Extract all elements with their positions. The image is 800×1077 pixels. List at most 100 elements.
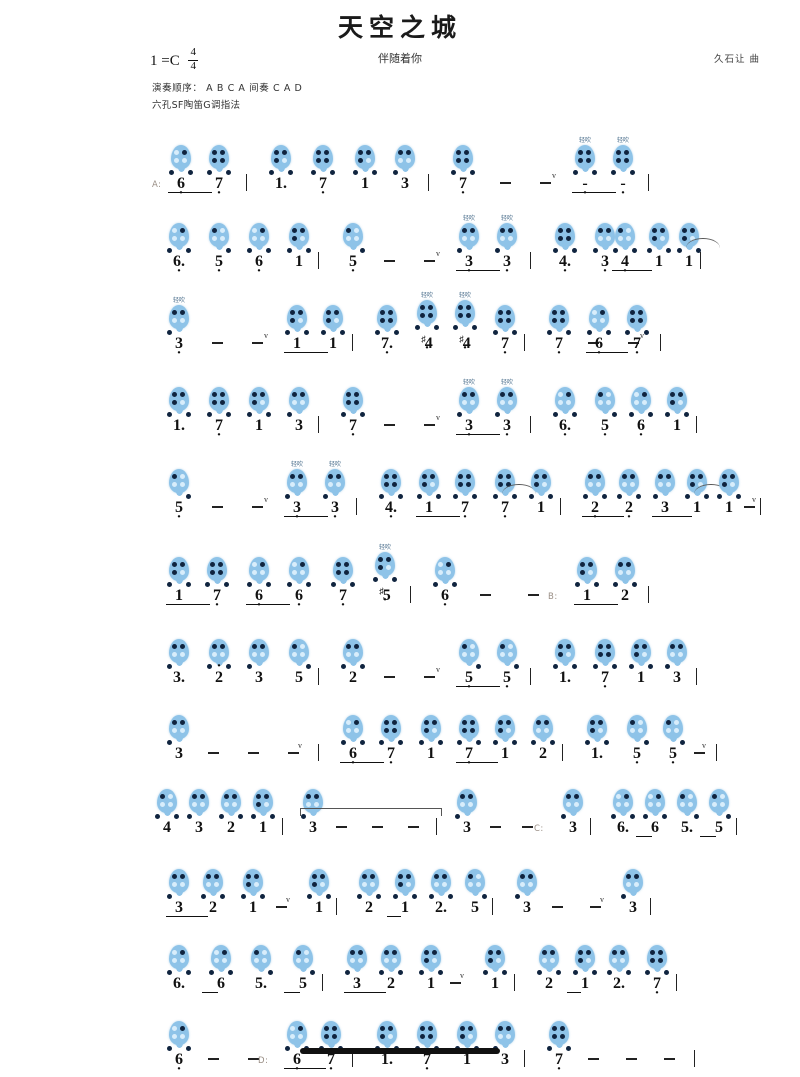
note-cell[interactable]: 6. (166, 918, 192, 992)
note-cell[interactable]: 3 (492, 994, 518, 1068)
note-cell[interactable]: 7 (546, 994, 572, 1068)
note-cell[interactable]: 5 (624, 688, 650, 762)
note-cell[interactable]: 7 (546, 278, 572, 352)
note-cell[interactable]: 5 (206, 196, 232, 270)
note-cell[interactable]: 4 (154, 762, 180, 836)
note-cell[interactable]: 1 (482, 918, 508, 992)
note-cell[interactable]: 7 (310, 118, 336, 192)
note-cell[interactable]: 1 (240, 842, 266, 916)
note-cell[interactable]: 轻吹 ♯4 (452, 278, 478, 352)
note-cell[interactable]: 1 (286, 196, 312, 270)
note-cell[interactable]: 1 (646, 196, 672, 270)
note-cell[interactable]: 3 (454, 762, 480, 836)
note-cell[interactable]: 3 (620, 842, 646, 916)
note-cell[interactable]: 2 (616, 442, 642, 516)
note-cell[interactable]: 2 (218, 762, 244, 836)
note-cell[interactable]: 6 (166, 994, 192, 1068)
note-cell[interactable]: 5 (700, 762, 732, 837)
note-cell[interactable]: 1 (166, 530, 210, 605)
note-cell[interactable]: 1 (284, 278, 328, 353)
note-cell[interactable]: 2 (340, 612, 366, 686)
note-cell[interactable]: 2 (378, 918, 404, 992)
note-cell[interactable]: 6 (286, 530, 312, 604)
note-cell[interactable]: 轻吹 3 (456, 360, 500, 435)
note-cell[interactable]: 1 (306, 842, 332, 916)
note-cell[interactable]: 7 (204, 530, 230, 604)
note-cell[interactable]: 轻吹 ♯5 (372, 530, 398, 604)
note-cell[interactable]: 1. (584, 688, 610, 762)
note-cell[interactable]: 5 (456, 612, 500, 687)
note-cell[interactable]: 3 (186, 762, 212, 836)
note-cell[interactable]: 7 (452, 442, 478, 516)
note-cell[interactable]: 2 (530, 688, 556, 762)
note-cell[interactable]: 3 (664, 612, 690, 686)
note-cell[interactable]: 1 (454, 994, 480, 1068)
note-cell[interactable]: 6 (246, 196, 272, 270)
note-cell[interactable]: 2 (356, 842, 382, 916)
note-cell[interactable]: 轻吹 ♯4 (414, 278, 440, 352)
note-cell[interactable]: 轻吹 - (610, 118, 636, 192)
note-cell[interactable]: 4 (612, 196, 652, 271)
note-cell[interactable]: 3 (592, 196, 618, 270)
note-cell[interactable]: 6. (166, 196, 192, 270)
note-cell[interactable]: 1 (574, 530, 618, 605)
note-cell[interactable]: 2 (612, 530, 638, 604)
note-cell[interactable]: 5 (286, 612, 312, 686)
note-cell[interactable]: 6 (284, 994, 326, 1069)
note-cell[interactable]: 3. (166, 612, 192, 686)
note-cell[interactable]: 3 (560, 762, 586, 836)
note-cell[interactable]: 7 (330, 530, 356, 604)
note-cell[interactable]: 1. (552, 612, 578, 686)
note-cell[interactable]: 6. (552, 360, 578, 434)
note-cell[interactable]: 2 (582, 442, 624, 517)
note-cell[interactable]: 1 (416, 442, 460, 517)
note-cell[interactable]: 3 (166, 842, 208, 917)
note-cell[interactable]: 3 (392, 118, 418, 192)
note-cell[interactable]: 7 (414, 994, 440, 1068)
note-cell[interactable]: 1. (268, 118, 294, 192)
note-cell[interactable]: 1. (374, 994, 400, 1068)
note-cell[interactable]: 7 (624, 278, 650, 352)
note-cell[interactable]: 2. (606, 918, 632, 992)
note-cell[interactable]: 7 (378, 688, 404, 762)
note-cell[interactable]: 7 (456, 688, 498, 763)
note-cell[interactable]: 7 (206, 118, 232, 192)
note-cell[interactable]: 6 (340, 688, 384, 763)
note-cell[interactable]: 1 (418, 918, 444, 992)
note-cell[interactable]: 5 (660, 688, 686, 762)
note-cell[interactable]: 7 (492, 442, 536, 516)
note-cell[interactable]: 7 (206, 360, 232, 434)
note-cell[interactable]: 1 (387, 842, 418, 917)
note-cell[interactable]: 轻吹 - (572, 118, 616, 193)
note-cell[interactable]: 轻吹 3 (456, 196, 500, 271)
note-cell[interactable]: 1 (567, 918, 598, 993)
note-cell[interactable]: 6 (168, 118, 212, 193)
note-cell[interactable]: 3 (166, 688, 192, 762)
note-cell[interactable]: 2 (536, 918, 562, 992)
note-cell[interactable]: 3 (246, 612, 272, 686)
note-cell[interactable]: 5 (462, 842, 488, 916)
note-cell[interactable]: 5. (674, 762, 700, 836)
note-cell[interactable]: 1 (528, 442, 554, 516)
note-cell[interactable]: 6 (202, 918, 234, 993)
note-cell[interactable]: 3 (344, 918, 386, 993)
note-cell[interactable]: 1 (250, 762, 276, 836)
note-cell[interactable]: 3 (514, 842, 540, 916)
note-cell[interactable]: 轻吹 3 (322, 442, 348, 516)
note-cell[interactable]: 5 (494, 612, 520, 686)
note-cell[interactable]: 1 (320, 278, 346, 352)
note-cell[interactable]: 1 (418, 688, 444, 762)
note-cell[interactable]: 6 (246, 530, 290, 605)
note-cell[interactable]: 5 (166, 442, 192, 516)
note-cell[interactable]: 2 (200, 842, 226, 916)
note-cell[interactable]: 轻吹 3 (166, 278, 192, 352)
note-cell[interactable]: 1 (664, 360, 690, 434)
note-cell[interactable]: 7 (644, 918, 670, 992)
note-cell[interactable]: 3 (300, 762, 326, 836)
note-cell[interactable]: 轻吹 3 (494, 360, 520, 434)
note-cell[interactable]: 1 (684, 442, 728, 516)
note-cell[interactable]: 6 (586, 278, 628, 353)
note-cell[interactable]: 4. (378, 442, 404, 516)
note-cell[interactable]: 1 (716, 442, 742, 516)
note-cell[interactable]: 7 (592, 612, 618, 686)
